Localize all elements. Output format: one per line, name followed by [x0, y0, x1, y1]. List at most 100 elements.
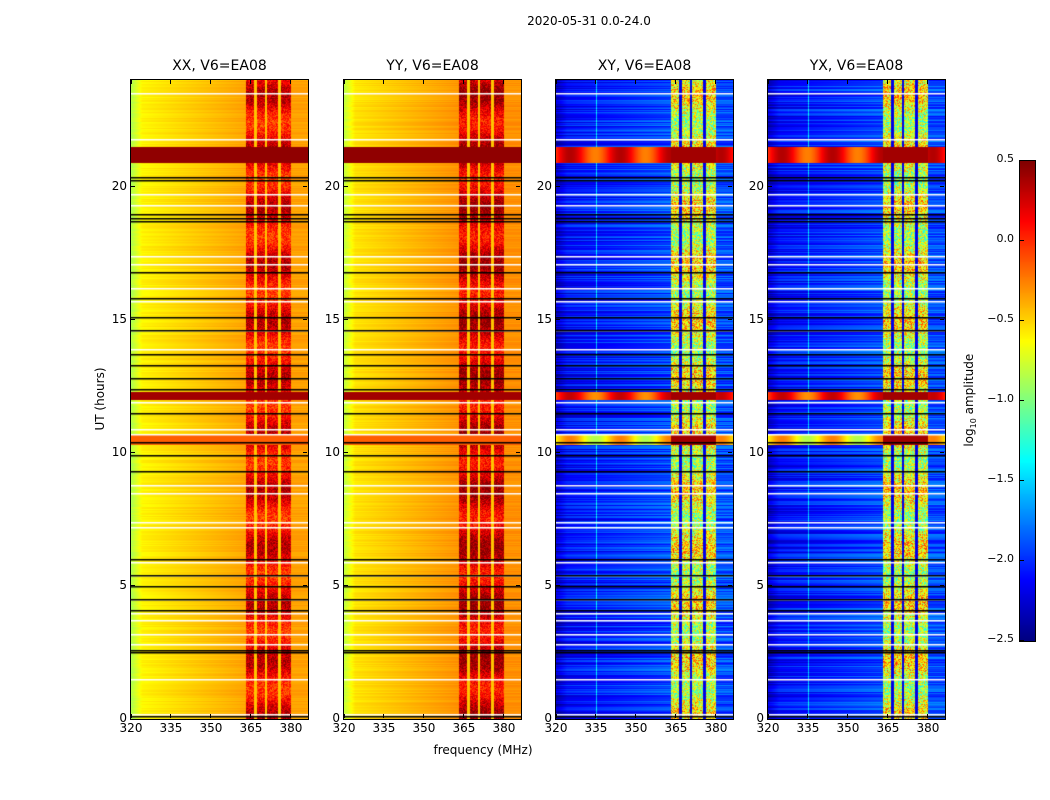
y-tick-label: 10	[748, 444, 764, 459]
colorbar-tick	[1020, 400, 1024, 401]
y-tick	[728, 452, 732, 454]
y-tick	[516, 452, 520, 454]
x-tick	[343, 714, 345, 718]
y-tick	[303, 718, 307, 720]
y-tick	[131, 718, 135, 720]
y-tick	[768, 186, 772, 187]
x-tick-label: 335	[584, 721, 608, 735]
y-tick	[556, 452, 560, 454]
panel-title: XX, V6=EA08	[172, 58, 267, 74]
y-tick	[768, 718, 772, 720]
x-tick	[250, 80, 252, 84]
y-tick	[344, 452, 348, 454]
x-tick-label: 320	[119, 721, 143, 735]
y-tick	[556, 585, 560, 587]
colorbar-tick-label: −1.0	[987, 392, 1014, 405]
x-tick	[423, 714, 425, 718]
y-tick	[344, 718, 348, 720]
y-tick	[344, 585, 348, 587]
x-tick	[887, 80, 889, 84]
x-tick	[595, 714, 597, 718]
y-tick-label: 20	[324, 178, 340, 193]
x-tick	[210, 80, 212, 84]
colorbar-tick	[1020, 320, 1024, 321]
panel-xx: XX, V6=EA08 320 335 350 365 380 0 5 10 15 20	[112, 58, 309, 735]
x-tick-label: 335	[372, 721, 396, 735]
y-tick-label: 15	[111, 311, 127, 326]
x-tick-label: 365	[239, 721, 263, 735]
x-tick	[887, 714, 889, 718]
y-tick	[131, 186, 135, 187]
x-tick-label: 350	[624, 721, 648, 735]
y-tick	[768, 452, 772, 454]
x-tick-label: 335	[796, 721, 820, 735]
y-tick	[131, 319, 135, 321]
y-tick-label: 20	[536, 178, 552, 193]
colorbar-tick-label: 0.0	[996, 232, 1015, 245]
x-tick	[170, 714, 172, 718]
panel-yy: YY, V6=EA08 320 335 350 365 380 0 5 10 15 20	[325, 58, 522, 735]
figure-title: 2020-05-31 0.0-24.0	[527, 14, 651, 28]
colorbar-tick-label: 0.5	[996, 152, 1015, 165]
y-tick	[516, 186, 520, 187]
y-tick-label: 0	[756, 711, 764, 725]
x-tick	[927, 80, 929, 84]
y-tick	[556, 718, 560, 720]
y-tick-label: 10	[324, 444, 340, 459]
x-axis-label: frequency (MHz)	[433, 743, 533, 757]
y-tick	[303, 319, 307, 321]
y-tick	[728, 319, 732, 321]
y-tick	[768, 585, 772, 587]
y-tick	[556, 186, 560, 187]
y-tick-label: 5	[332, 577, 340, 592]
y-tick	[303, 585, 307, 587]
y-tick	[940, 319, 944, 321]
x-tick-label: 320	[544, 721, 568, 735]
x-tick	[130, 714, 132, 718]
x-tick	[767, 80, 769, 84]
x-tick	[250, 714, 252, 718]
panel-title: XY, V6=EA08	[597, 58, 692, 74]
x-tick	[555, 714, 557, 718]
y-tick-label: 5	[756, 577, 764, 592]
colorbar-tick-label: −0.5	[987, 312, 1014, 325]
colorbar	[1019, 160, 1036, 642]
x-tick	[807, 714, 809, 718]
y-tick-label: 15	[324, 311, 340, 326]
x-tick	[383, 714, 385, 718]
x-tick	[555, 80, 557, 84]
y-tick	[303, 452, 307, 454]
heatmap-xy	[556, 80, 733, 719]
colorbar-label-sub: 10	[969, 418, 979, 429]
y-tick	[303, 186, 307, 187]
y-tick-label: 10	[536, 444, 552, 459]
y-tick	[940, 186, 944, 187]
x-tick	[595, 80, 597, 84]
x-tick	[715, 714, 717, 718]
y-tick	[344, 186, 348, 187]
x-tick	[290, 714, 292, 718]
x-tick	[927, 714, 929, 718]
y-tick-label: 15	[536, 311, 552, 326]
x-tick	[675, 80, 677, 84]
y-tick-label: 5	[544, 577, 552, 592]
colorbar-tick-label: −2.5	[987, 632, 1014, 645]
x-tick-label: 380	[916, 721, 940, 735]
y-axis-label: UT (hours)	[93, 367, 107, 431]
x-tick	[343, 80, 345, 84]
x-tick-label: 380	[279, 721, 303, 735]
y-tick	[728, 585, 732, 587]
x-tick	[463, 714, 465, 718]
y-tick	[556, 319, 560, 321]
y-tick	[940, 718, 944, 720]
x-tick-label: 320	[332, 721, 356, 735]
x-tick-label: 365	[452, 721, 476, 735]
x-tick-label: 320	[756, 721, 780, 735]
colorbar-label-main: log	[961, 428, 976, 447]
y-tick-label: 15	[748, 311, 764, 326]
colorbar-tick-label: −2.0	[987, 552, 1014, 565]
y-tick	[516, 585, 520, 587]
x-tick-label: 335	[159, 721, 183, 735]
colorbar-tick-label: −1.5	[987, 472, 1014, 485]
